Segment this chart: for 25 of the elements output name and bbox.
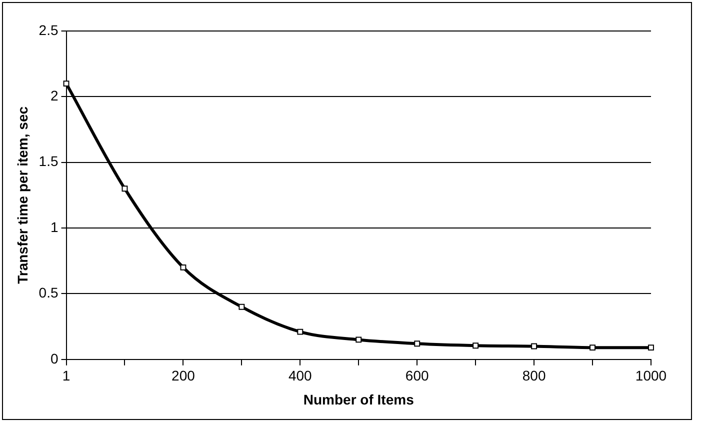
x-tick-label: 400 <box>288 368 312 384</box>
point <box>180 264 186 270</box>
x-tick-label: 1 <box>62 368 70 384</box>
y-tick-label: 1.5 <box>38 153 58 170</box>
point <box>472 342 479 349</box>
point <box>238 304 245 310</box>
y-tick-label: 2.5 <box>38 22 58 38</box>
x-tick-label: 200 <box>172 368 196 384</box>
y-tick-label: 0 <box>50 350 58 366</box>
x-tick-label: 1000 <box>635 368 667 384</box>
point <box>297 328 304 335</box>
point <box>122 186 128 192</box>
y-tick-label: 2 <box>50 88 58 104</box>
point <box>356 336 362 343</box>
point <box>414 340 420 347</box>
x-axis-title: Number of Items <box>303 391 414 408</box>
point <box>63 80 70 87</box>
y-tick-label: 0.5 <box>38 284 58 301</box>
y-axis-title: Transfer time per item, sec <box>14 106 30 284</box>
x-tick-label: 800 <box>522 368 546 384</box>
point <box>648 344 654 351</box>
point <box>531 343 538 350</box>
x-tick-label: 600 <box>405 368 429 384</box>
point <box>590 344 596 351</box>
y-tick-label: 1 <box>50 218 58 235</box>
